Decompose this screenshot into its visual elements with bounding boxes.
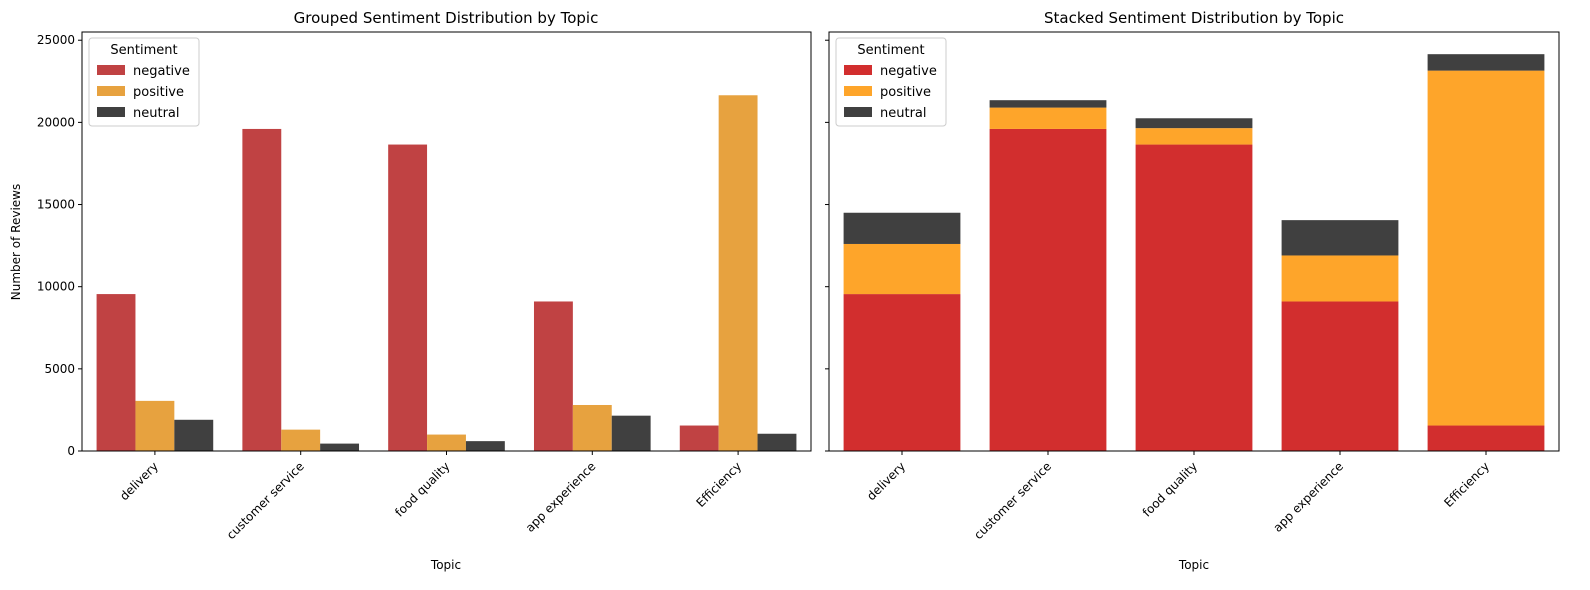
stacked-bar-neutral <box>1427 54 1545 71</box>
grouped-bar-positive <box>572 404 612 451</box>
grouped-bar-positive <box>718 95 758 451</box>
stacked-x-tick-label: delivery <box>864 459 908 503</box>
grouped-x-tick-label: food quality <box>392 459 452 519</box>
grouped-bar-negative <box>679 425 719 451</box>
stacked-bar-negative <box>989 128 1107 451</box>
grouped-x-tick-label: delivery <box>117 459 161 503</box>
stacked-bar-neutral <box>1135 118 1253 129</box>
stacked-bar-positive <box>1135 128 1253 145</box>
grouped-legend-label-neutral: neutral <box>133 106 180 121</box>
stacked-legend-label-negative: negative <box>880 64 937 79</box>
grouped-chart-panel: Grouped Sentiment Distribution by Topic … <box>9 9 812 572</box>
stacked-x-tick-label: Efficiency <box>1441 459 1492 510</box>
stacked-x-tick-label: food quality <box>1140 459 1200 519</box>
grouped-chart-legend: Sentiment negative positive neutral <box>88 37 200 127</box>
grouped-bar-positive <box>427 434 466 451</box>
stacked-bar-negative <box>1135 144 1253 451</box>
grouped-bar-neutral <box>174 419 214 451</box>
grouped-y-tick-label: 5000 <box>44 362 75 376</box>
grouped-legend-title: Sentiment <box>110 43 177 58</box>
grouped-bar-neutral <box>611 415 651 451</box>
grouped-legend-swatch-negative <box>97 65 125 75</box>
grouped-legend-swatch-positive <box>97 86 125 96</box>
stacked-bar-negative <box>1427 425 1545 451</box>
stacked-chart-legend: Sentiment negative positive neutral <box>835 37 947 127</box>
stacked-chart-x-axis-label: Topic <box>1178 558 1209 572</box>
grouped-y-tick-label: 10000 <box>37 280 75 294</box>
stacked-bar-neutral <box>843 212 961 244</box>
stacked-bar-negative <box>1281 301 1399 451</box>
stacked-bar-neutral <box>989 100 1107 108</box>
stacked-bar-negative <box>843 294 961 451</box>
grouped-x-tick-label: Efficiency <box>693 459 744 510</box>
grouped-chart-title: Grouped Sentiment Distribution by Topic <box>294 9 599 27</box>
grouped-legend-label-positive: positive <box>133 85 184 100</box>
grouped-y-tick-label: 15000 <box>37 198 75 212</box>
grouped-bar-negative <box>96 294 136 451</box>
stacked-chart-frame <box>828 31 1560 452</box>
stacked-bar-positive <box>843 243 961 295</box>
grouped-bar-positive <box>135 400 175 451</box>
stacked-legend-swatch-negative <box>844 65 872 75</box>
grouped-chart-x-ticks: delivery customer service food quality app … <box>117 451 744 542</box>
stacked-legend-swatch-neutral <box>844 107 872 117</box>
stacked-chart-bars <box>843 54 1545 451</box>
stacked-x-tick-label: customer service <box>971 459 1054 542</box>
grouped-bar-negative <box>533 301 573 451</box>
grouped-x-tick-label: app experience <box>523 459 599 535</box>
stacked-x-tick-label: app experience <box>1271 459 1347 535</box>
grouped-bar-neutral <box>757 433 797 451</box>
grouped-x-tick-label: customer service <box>224 459 307 542</box>
stacked-chart-x-ticks: delivery customer service food quality app … <box>864 451 1492 542</box>
stacked-legend-title: Sentiment <box>857 43 924 58</box>
grouped-chart-bars <box>96 95 797 451</box>
stacked-bar-positive <box>1427 70 1545 426</box>
grouped-chart-x-axis-label: Topic <box>430 558 461 572</box>
stacked-legend-label-positive: positive <box>880 85 931 100</box>
stacked-bar-neutral <box>1281 220 1399 256</box>
grouped-y-tick-label: 20000 <box>37 115 75 129</box>
grouped-bar-negative <box>388 144 428 451</box>
grouped-bar-neutral <box>320 443 360 451</box>
grouped-bar-positive <box>281 429 321 451</box>
stacked-bar-positive <box>989 107 1107 129</box>
grouped-bar-negative <box>242 128 282 451</box>
grouped-legend-swatch-neutral <box>97 107 125 117</box>
grouped-chart-y-axis-label: Number of Reviews <box>9 184 23 300</box>
stacked-bar-positive <box>1281 255 1399 302</box>
stacked-chart-title: Stacked Sentiment Distribution by Topic <box>1044 9 1344 27</box>
grouped-y-tick-label: 25000 <box>37 33 75 47</box>
grouped-legend-box <box>88 37 200 127</box>
stacked-legend-label-neutral: neutral <box>880 106 927 121</box>
grouped-legend-label-negative: negative <box>133 64 190 79</box>
grouped-y-tick-label: 0 <box>67 444 75 458</box>
stacked-chart-y-ticks <box>825 39 829 452</box>
stacked-legend-swatch-positive <box>844 86 872 96</box>
stacked-legend-box <box>835 37 947 127</box>
grouped-chart-y-ticks: 0 5000 10000 15000 20000 25000 <box>37 33 82 458</box>
stacked-chart-panel: Stacked Sentiment Distribution by Topic … <box>825 9 1560 572</box>
grouped-bar-neutral <box>465 441 505 451</box>
grouped-chart-frame <box>81 31 812 452</box>
